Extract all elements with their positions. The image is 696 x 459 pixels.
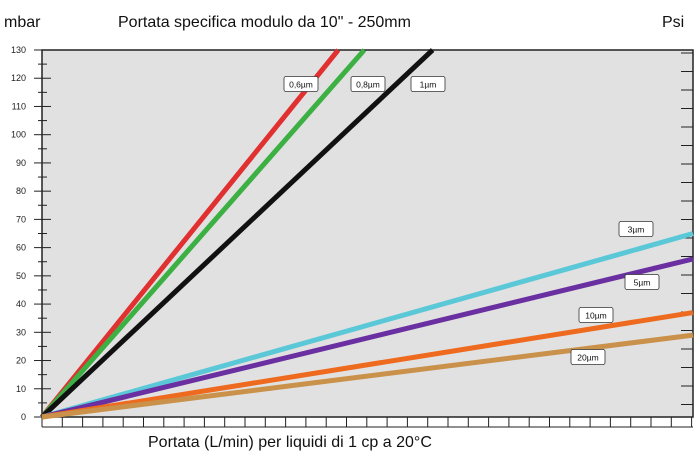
- series-label-text: 5µm: [634, 278, 651, 288]
- series-label-text: 0,6µm: [289, 80, 313, 90]
- series-label: 20µm: [570, 349, 606, 365]
- series-label: 1µm: [410, 76, 446, 92]
- series-line: [40, 48, 341, 419]
- y-tick-label: 100: [11, 130, 26, 140]
- series-label: 5µm: [624, 274, 660, 290]
- y-tick-label: 20: [16, 356, 26, 366]
- series-label-text: 0,8µm: [356, 80, 380, 90]
- series-label: 0,6µm: [283, 76, 319, 92]
- series-line: [40, 48, 367, 419]
- y-tick-label: 10: [16, 384, 26, 394]
- chart-title: Portata specifica modulo da 10" - 250mm: [118, 14, 411, 31]
- y-tick-label: 60: [16, 243, 26, 253]
- y-axis-label-right: Psi: [662, 14, 685, 31]
- series-line: [41, 310, 694, 420]
- series-label-box: [410, 76, 446, 92]
- series-labels: 0,6µm 0,8µm 1µm 3µm 5µm 10µm 20µm: [283, 76, 660, 365]
- series-label-text: 10µm: [585, 311, 606, 321]
- y-tick-label: 30: [16, 327, 26, 337]
- series-label-box: [624, 274, 660, 290]
- y-tick-labels: 0 10 20 30 40 50 60 70 80 90 100 110 120 130: [11, 45, 26, 422]
- y-tick-label: 50: [16, 271, 26, 281]
- series-label-text: 1µm: [420, 80, 437, 90]
- series-label: 3µm: [618, 221, 654, 237]
- y-tick-label: 40: [16, 299, 26, 309]
- series-label: 10µm: [578, 307, 614, 323]
- series-label-box: [618, 221, 654, 237]
- series-lines: [40, 48, 694, 420]
- series-label: 0,8µm: [350, 76, 386, 92]
- y-tick-label: 80: [16, 186, 26, 196]
- x-ticks: [41, 417, 693, 428]
- y-tick-label: 0: [21, 412, 26, 422]
- series-label-box: [350, 76, 386, 92]
- x-axis-label: Portata (L/min) per liquidi di 1 cp a 20…: [148, 434, 432, 451]
- y-axis-label: mbar: [4, 14, 41, 31]
- series-line: [41, 332, 694, 420]
- series-line: [41, 231, 694, 420]
- y-tick-label: 110: [12, 101, 26, 111]
- series-line: [41, 256, 694, 420]
- y-tick-label: 120: [11, 73, 26, 83]
- y-tick-label: 90: [16, 158, 26, 168]
- series-label-box: [578, 307, 614, 323]
- series-label-box: [570, 349, 606, 365]
- series-line: [40, 48, 435, 419]
- series-label-box: [283, 76, 319, 92]
- series-label-text: 20µm: [577, 353, 598, 363]
- series-label-text: 3µm: [628, 225, 645, 235]
- y-tick-label: 70: [16, 214, 26, 224]
- y-tick-label: 130: [11, 45, 26, 55]
